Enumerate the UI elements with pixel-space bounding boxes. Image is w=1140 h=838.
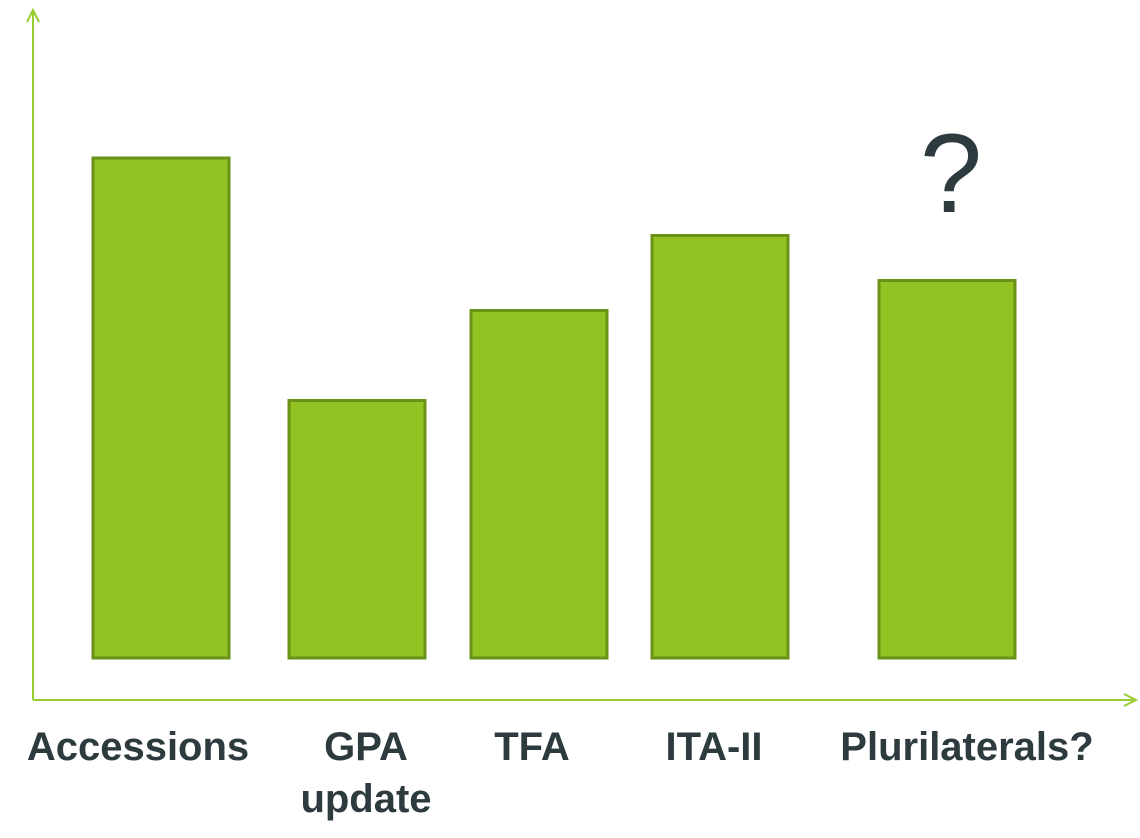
chart-annotations: ? [920,111,982,236]
category-label-4-line-0: Plurilaterals? [840,725,1093,769]
category-label-2-line-0: TFA [494,725,570,769]
category-label-0: Accessions [27,725,249,769]
chart-bars [91,156,1017,660]
category-label-3-line-0: ITA-II [665,725,762,769]
category-label-0-line-0: Accessions [27,725,249,769]
annotation-question-mark-0: ? [920,111,982,236]
x-axis-arrow [1123,693,1139,707]
category-label-1-line-0: GPA [324,725,408,769]
category-label-3: ITA-II [665,725,762,769]
bar-3 [650,234,790,660]
y-axis-arrow [26,7,40,23]
chart-axes [26,7,1139,707]
category-label-1-line-1: update [300,777,431,821]
bar-2 [469,309,609,660]
category-label-4: Plurilaterals? [840,725,1093,769]
bar-0 [91,156,231,660]
bar-1 [287,399,427,660]
category-label-2: TFA [494,725,570,769]
chart-category-labels: Accessions GPA update TFA ITA-II Plurilateral… [27,725,1094,821]
bar-4 [877,279,1017,660]
category-label-1: GPA update [300,725,431,821]
